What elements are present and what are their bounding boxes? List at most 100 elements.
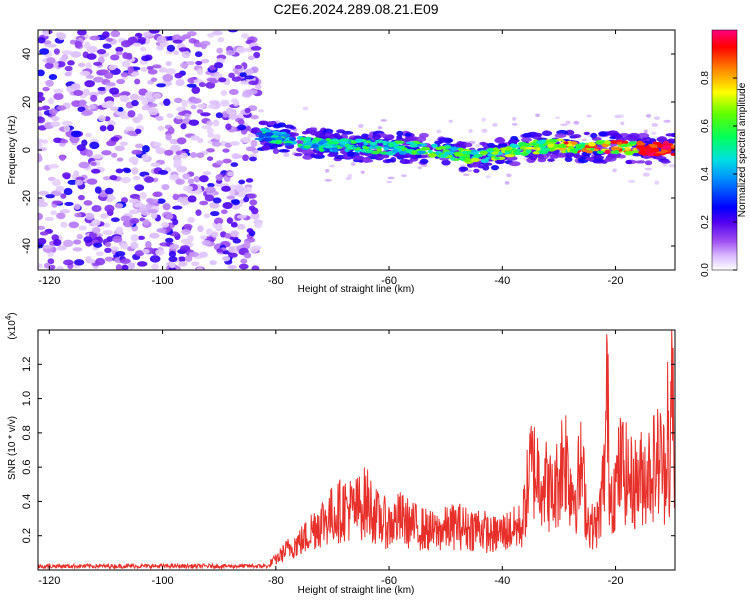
- spectrogram-cell: [102, 43, 112, 49]
- spectrogram-cell: [115, 226, 124, 235]
- snr-panel: -120 -100 -80 -60 -40 -20 0.20.40.60.81.01.2 …: [4, 312, 676, 596]
- spectrogram-cell: [217, 36, 225, 43]
- spectrogram-cell: [169, 174, 180, 181]
- spectrogram-cell: [228, 114, 239, 120]
- spectrogram-cell: [475, 154, 483, 158]
- spectrogram-cell: [463, 150, 472, 155]
- snr-y-multiplier: (x104): [4, 312, 18, 339]
- spectrogram-cell: [660, 160, 671, 164]
- spectrogram-cell: [399, 158, 411, 165]
- spectrogram-cell: [109, 246, 119, 251]
- spectrogram-cell: [104, 256, 114, 262]
- x-tick-label: -80: [268, 275, 284, 287]
- spectrogram-cell: [137, 235, 145, 240]
- spectrogram-cell: [52, 200, 63, 205]
- spectrogram-cell: [228, 188, 235, 197]
- spectrogram-cell: [115, 251, 126, 257]
- spectrogram-cell: [642, 172, 650, 177]
- spectrogram-cell: [173, 97, 183, 103]
- spectrogram-cell: [115, 264, 123, 270]
- spectrogram-cell: [417, 150, 426, 155]
- spectrogram-cell: [264, 132, 274, 137]
- spectrogram-cell: [242, 154, 249, 162]
- spectrogram-cell: [663, 119, 671, 123]
- spectrogram-cell: [218, 77, 227, 83]
- spectrogram-cell: [102, 176, 112, 181]
- spectrogram-cell: [115, 51, 123, 56]
- spectrogram-cell: [108, 64, 117, 71]
- spectrogram-cell: [459, 163, 466, 168]
- spectrogram-cell: [649, 144, 658, 148]
- spectrogram-cell: [110, 217, 120, 223]
- spectrogram-cell: [190, 104, 197, 110]
- spectrogram-cell: [90, 161, 97, 166]
- spectrogram-cell: [156, 35, 167, 44]
- spectrogram-cell: [311, 144, 319, 148]
- spectrogram-cell: [311, 138, 319, 144]
- spectrogram-cell: [109, 175, 118, 181]
- spectrogram-cell: [211, 30, 223, 36]
- y-tick-label: 0.6: [21, 459, 33, 474]
- spectrogram-cell: [43, 40, 52, 45]
- spectrogram-cell: [208, 100, 220, 105]
- spectrogram-cell: [127, 110, 136, 118]
- spectrogram-cell: [42, 244, 53, 249]
- spectrogram-cell: [272, 132, 282, 136]
- spectrogram-cell: [341, 130, 354, 135]
- spectrogram-cell: [166, 113, 174, 119]
- spectrogram-cell: [38, 138, 44, 144]
- spectrogram-cell: [240, 258, 248, 264]
- spectrogram-cell: [172, 218, 179, 226]
- spectrogram-cell: [105, 241, 112, 248]
- spectrogram-cell: [152, 64, 162, 69]
- spectrogram-cell: [151, 263, 160, 270]
- spectrogram-cell: [387, 176, 395, 180]
- spectrogram-cell: [198, 251, 208, 258]
- spectrogram-cell: [250, 114, 259, 120]
- spectrogram-cell: [137, 37, 147, 43]
- spectrogram-cell: [493, 147, 499, 152]
- spectrogram-cell: [39, 231, 49, 236]
- spectrogram-cell: [231, 76, 242, 82]
- spectrogram-cell: [595, 158, 604, 163]
- spectrogram-cell: [95, 251, 104, 257]
- spectrogram-cell: [226, 195, 236, 200]
- spectrogram-cell: [60, 139, 69, 144]
- spectrogram-cell: [164, 149, 174, 156]
- spectrogram-cell: [155, 249, 165, 256]
- spectrogram-cell: [142, 249, 150, 254]
- spectrogram-cell: [181, 228, 191, 235]
- spectrogram-cell: [598, 131, 608, 137]
- spectrogram-cell: [245, 186, 252, 193]
- spectrogram-cell: [46, 57, 56, 64]
- spectrogram-cell: [470, 157, 480, 163]
- spectrogram-cell: [187, 235, 194, 242]
- spectrogram-cell: [581, 148, 588, 152]
- spectrogram-cell: [104, 72, 114, 79]
- spectrogram-cell: [361, 133, 369, 138]
- spectrogram-cell: [135, 250, 145, 257]
- spectrogram-cell: [194, 51, 203, 58]
- y-tick-label: 40: [21, 48, 33, 60]
- spectrogram-cell: [74, 212, 82, 218]
- spectrogram-cell: [572, 134, 582, 139]
- spectrogram-cell: [53, 239, 62, 247]
- spectrogram-cell: [137, 261, 148, 267]
- spectrogram-cell: [152, 191, 162, 198]
- spectrogram-cell: [132, 175, 141, 181]
- spectrogram-cell: [445, 145, 452, 149]
- spectrogram-cell: [383, 146, 389, 151]
- spectrogram-cell: [374, 139, 384, 144]
- spectrogram-cell: [245, 178, 254, 183]
- spectrogram-cell: [324, 145, 333, 149]
- spectrogram-cell: [181, 100, 188, 108]
- spectrogram-cell: [644, 167, 653, 171]
- spectrogram-cell: [216, 223, 223, 230]
- spectrogram-cell: [83, 41, 91, 50]
- spectrogram-cell: [628, 132, 640, 139]
- spectrogram-cell: [144, 176, 155, 183]
- spectrogram-cell: [294, 152, 303, 157]
- spectrogram-cell: [324, 178, 332, 182]
- spectrogram-cell: [652, 141, 659, 145]
- spectrogram-cell: [38, 154, 43, 162]
